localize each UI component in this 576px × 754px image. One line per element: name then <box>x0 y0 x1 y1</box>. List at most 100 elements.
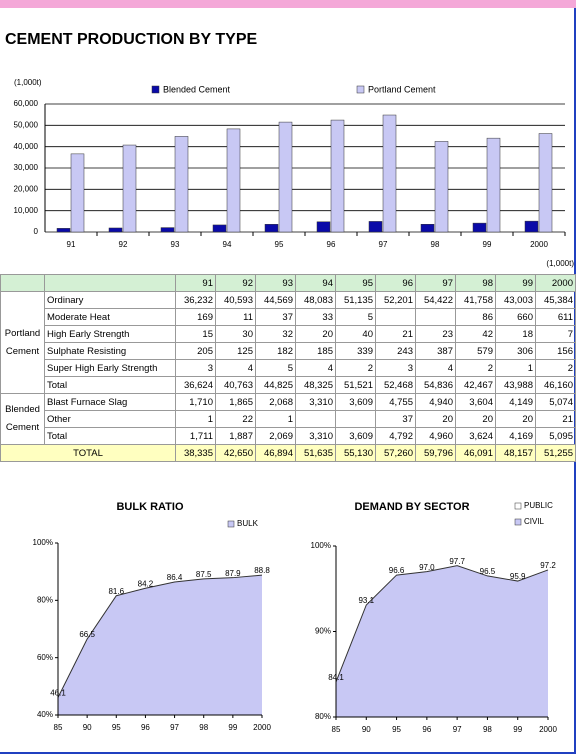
bar <box>212 224 227 233</box>
table-row: TOTAL 38,335 42,650 46,894 51,635 55,130 57,26… <box>0 444 576 462</box>
value-cell: 46,160 <box>535 376 576 394</box>
value-cell: 3,604 <box>455 393 496 411</box>
chart-title: DEMAND BY SECTOR <box>354 501 469 513</box>
value-cell: 42,467 <box>455 376 496 394</box>
row-label: Total <box>44 427 176 445</box>
value-cell: 3,609 <box>335 427 376 445</box>
data-label: 97.0 <box>419 563 435 572</box>
legend-swatch <box>356 85 365 94</box>
value-cell: 4 <box>295 359 336 377</box>
legend-label: BULK <box>237 519 259 528</box>
value-cell: 40,763 <box>215 376 256 394</box>
x-tick-label: 2000 <box>530 240 548 249</box>
value-cell <box>375 308 416 326</box>
x-tick-label: 98 <box>199 723 208 732</box>
y-tick-label: 40% <box>37 710 53 719</box>
value-cell: 1 <box>175 410 216 428</box>
column-header: 95 <box>335 274 376 292</box>
value-cell: 41,758 <box>455 291 496 309</box>
x-tick-label: 97 <box>379 240 388 249</box>
value-cell: 3,609 <box>335 393 376 411</box>
row-label: Other <box>44 410 176 428</box>
value-cell: 37 <box>255 308 296 326</box>
x-tick-label: 96 <box>422 725 431 734</box>
value-cell: 20 <box>295 325 336 343</box>
value-cell: 42 <box>455 325 496 343</box>
value-cell: 45,384 <box>535 291 576 309</box>
value-cell: 22 <box>215 410 256 428</box>
value-cell: 51,521 <box>335 376 376 394</box>
row-label: Blast Furnace Slag <box>44 393 176 411</box>
x-tick-label: 95 <box>275 240 284 249</box>
value-cell: 1,711 <box>175 427 216 445</box>
table-unit: (1,000t) <box>546 259 574 268</box>
value-cell: 306 <box>495 342 536 360</box>
x-tick-label: 95 <box>112 723 121 732</box>
data-label: 95.9 <box>510 572 526 581</box>
bar <box>160 227 175 233</box>
value-cell: 48,325 <box>295 376 336 394</box>
legend-label: CIVIL <box>524 517 545 526</box>
value-cell: 3 <box>375 359 416 377</box>
value-cell: 4 <box>415 359 456 377</box>
x-tick-label: 99 <box>483 240 492 249</box>
value-cell: 2 <box>335 359 376 377</box>
page-title: CEMENT PRODUCTION BY TYPE <box>5 31 258 48</box>
bar <box>382 114 397 233</box>
y-tick-label: 60% <box>37 653 53 662</box>
column-header: 91 <box>175 274 216 292</box>
data-label: 88.8 <box>254 566 270 575</box>
table-row: Blended Cement Blast Furnace Slag 1,710 1,8… <box>0 393 576 445</box>
x-tick-label: 93 <box>171 240 180 249</box>
group-label: Portland Cement <box>0 291 45 394</box>
legend-label: Blended Cement <box>163 84 231 94</box>
value-cell: 21 <box>375 325 416 343</box>
value-cell: 387 <box>415 342 456 360</box>
value-cell: 4 <box>215 359 256 377</box>
bar <box>226 128 241 233</box>
value-cell: 169 <box>175 308 216 326</box>
y-tick-label: 80% <box>37 595 53 604</box>
y-tick-label: 80% <box>315 712 331 721</box>
value-cell: 4,169 <box>495 427 536 445</box>
value-cell: 44,569 <box>255 291 296 309</box>
value-cell: 20 <box>495 410 536 428</box>
table-row: Super High Early Strength 3 4 5 4 2 3 4 2 1 2 <box>1 359 576 377</box>
value-cell: 4,755 <box>375 393 416 411</box>
x-tick-label: 85 <box>54 723 63 732</box>
top-strip <box>0 0 576 8</box>
value-cell: 2 <box>455 359 496 377</box>
data-label: 66.5 <box>79 630 95 639</box>
value-cell: 86 <box>455 308 496 326</box>
value-cell: 44,825 <box>255 376 296 394</box>
data-label: 97.7 <box>449 557 465 566</box>
row-label: Super High Early Strength <box>44 359 176 377</box>
value-cell: 339 <box>335 342 376 360</box>
x-tick-label: 2000 <box>253 723 271 732</box>
bar <box>368 221 383 233</box>
bar <box>56 228 71 233</box>
value-cell: 579 <box>455 342 496 360</box>
column-header: 92 <box>215 274 256 292</box>
row-label: Ordinary <box>44 291 176 309</box>
row-label: Moderate Heat <box>44 308 176 326</box>
x-tick-label: 98 <box>431 240 440 249</box>
table-row: Total 36,624 40,763 44,825 48,325 51,521 52,46… <box>1 376 576 394</box>
value-cell: 5 <box>255 359 296 377</box>
bar <box>122 144 137 233</box>
value-cell: 1,887 <box>215 427 256 445</box>
total-cell: 48,157 <box>495 444 536 462</box>
value-cell: 7 <box>535 325 576 343</box>
bar <box>174 136 189 233</box>
value-cell: 182 <box>255 342 296 360</box>
table-row: High Early Strength 15 30 32 20 40 21 23 42 18 7 <box>1 325 576 343</box>
x-tick-label: 96 <box>141 723 150 732</box>
value-cell: 5,074 <box>535 393 576 411</box>
bar <box>70 153 85 233</box>
table-row: Total 1,711 1,887 2,069 3,310 3,609 4,792 4,960… <box>1 427 576 445</box>
y-tick-label: 10,000 <box>14 206 39 215</box>
header-cell <box>44 274 176 292</box>
legend-swatch <box>514 518 522 526</box>
value-cell: 1 <box>495 359 536 377</box>
